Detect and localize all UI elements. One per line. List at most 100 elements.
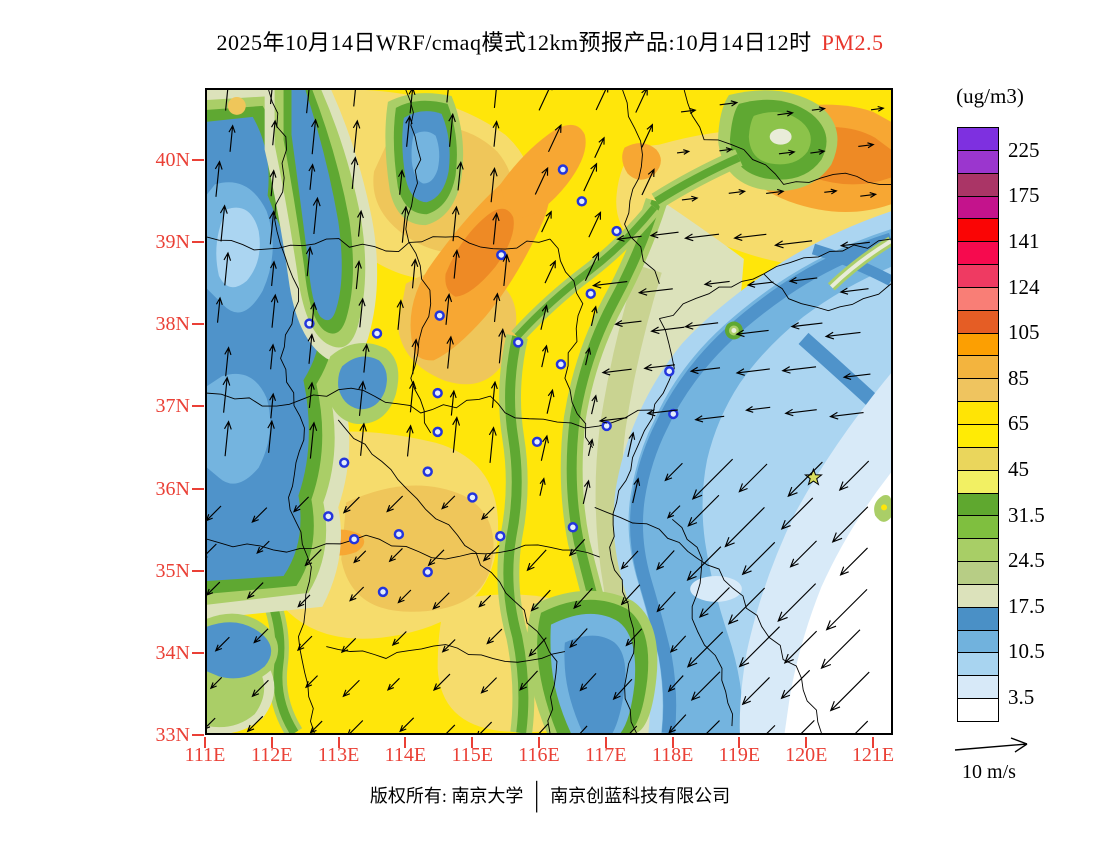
orange-hotspot [500, 124, 586, 218]
lon-tick [337, 737, 340, 748]
contour-region [564, 635, 626, 733]
lon-label: 115E [451, 744, 493, 766]
title-text: 2025年10月14日WRF/cmaq模式12km预报产品:10月14日12时 [216, 30, 812, 55]
lon-label: 114E [384, 744, 427, 766]
lon-label: 119E [718, 744, 761, 766]
colorbar-segment [958, 493, 998, 517]
colorbar-segment [958, 173, 998, 197]
colorbar-tick-label: 85 [1008, 365, 1029, 390]
colorbar [957, 127, 999, 722]
forecast-map [205, 88, 893, 735]
colorbar-segment [958, 516, 998, 540]
colorbar-tick-label: 65 [1008, 411, 1029, 436]
lat-tick [192, 651, 204, 654]
colorbar-segment [958, 424, 998, 448]
colorbar-segment [958, 562, 998, 585]
lat-label: 36N [155, 477, 190, 500]
lat-tick [192, 241, 204, 244]
colorbar-segment [958, 128, 998, 151]
colorbar-segment [958, 447, 998, 471]
contour-region [341, 485, 494, 612]
colorbar-tick-label: 31.5 [1008, 502, 1045, 527]
lon-label: 120E [785, 744, 828, 766]
page-title: 2025年10月14日WRF/cmaq模式12km预报产品:10月14日12时 P… [0, 25, 1100, 57]
colorbar-segment [958, 584, 998, 608]
lat-label: 37N [155, 395, 190, 418]
lat-tick [192, 159, 204, 161]
west-blue-band [216, 207, 260, 288]
copyright-owner: 版权所有: 南京大学 [369, 786, 524, 806]
colorbar-segment [958, 196, 998, 220]
lat-label: 34N [155, 641, 190, 664]
title-pollutant: PM2.5 [821, 30, 884, 55]
lat-tick [192, 569, 204, 572]
wind-scale-label: 10 m/s [962, 761, 1016, 783]
contour-region [769, 128, 792, 145]
colorbar-units: (ug/m3) [956, 84, 1024, 108]
copyright-company: 南京创蓝科技有限公司 [550, 786, 731, 806]
colorbar-tick-label: 3.5 [1008, 685, 1035, 709]
sea-region [628, 229, 891, 733]
contour-region [411, 131, 440, 184]
colorbar-segment [958, 539, 998, 563]
colorbar-segment [958, 676, 998, 700]
contour-region [227, 96, 246, 115]
colorbar-segment [958, 379, 998, 403]
colorbar-tick-label: 45 [1008, 457, 1029, 481]
lon-tick [604, 737, 607, 748]
sea-region [784, 472, 891, 733]
green-band [503, 335, 529, 733]
colorbar-segment [958, 356, 998, 380]
colorbar-segment [958, 607, 998, 631]
colorbar-segment [958, 653, 998, 677]
colorbar-tick-label: 175 [1008, 183, 1040, 208]
colorbar-segment [958, 402, 998, 425]
lon-tick [538, 737, 540, 748]
lat-label: 39N [155, 231, 190, 254]
colorbar-segment [958, 287, 998, 311]
lat-label: 38N [155, 313, 190, 336]
province-boundary-layer [207, 90, 891, 733]
lat-tick [192, 487, 204, 490]
lon-label: 113E [317, 744, 360, 766]
lon-tick [471, 737, 474, 748]
copyright-divider: │ [530, 781, 544, 811]
lat-tick [192, 323, 204, 326]
lat-tick [192, 734, 204, 736]
lat-label: 40N [155, 149, 190, 171]
lon-label: 112E [251, 744, 293, 766]
lon-tick [738, 737, 741, 748]
colorbar-tick-label: 105 [1008, 320, 1040, 345]
colorbar-segment [958, 150, 998, 174]
colorbar-segment [958, 630, 998, 654]
colorbar-segment [958, 219, 998, 243]
colorbar-tick-label: 225 [1008, 137, 1040, 162]
colorbar-tick-label: 17.5 [1008, 593, 1045, 618]
lon-tick [671, 737, 674, 748]
lon-label: 116E [518, 744, 560, 766]
colorbar-segment [958, 470, 998, 494]
island-spot [731, 328, 737, 333]
lon-label: 121E [851, 744, 895, 766]
lat-label: 33N [155, 724, 190, 746]
colorbar-segment [958, 242, 998, 266]
copyright: 版权所有: 南京大学 │ 南京创蓝科技有限公司 [0, 781, 1100, 811]
city-star-marker [804, 467, 823, 486]
lat-label: 35N [155, 559, 190, 582]
colorbar-segment [958, 310, 998, 334]
lon-label: 111E [184, 744, 226, 766]
wind-vector-layer [207, 90, 885, 733]
green-band [654, 153, 741, 205]
lon-tick [404, 737, 407, 748]
colorbar-segment [958, 265, 998, 288]
contour-region [829, 239, 891, 289]
colorbar-tick-label: 24.5 [1008, 548, 1045, 573]
colorbar-tick-label: 124 [1008, 274, 1040, 299]
colorbar-segment [958, 333, 998, 357]
sea-region [690, 575, 742, 602]
colorbar-tick-label: 10.5 [1008, 639, 1045, 664]
contour-region [881, 504, 888, 511]
lon-tick [204, 737, 206, 748]
contour-fill-layer [207, 90, 891, 733]
contour-region [207, 622, 272, 679]
